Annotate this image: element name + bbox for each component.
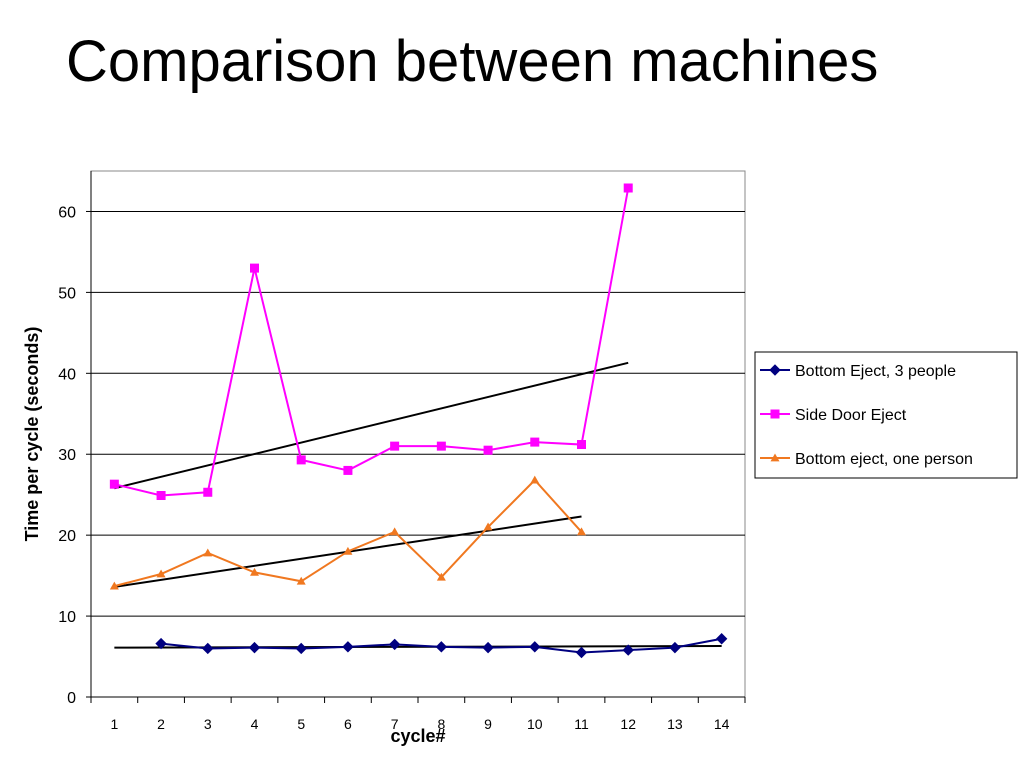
data-point (622, 644, 634, 656)
data-point (343, 465, 353, 475)
y-tick-label: 30 (58, 447, 76, 464)
legend-label: Bottom eject, one person (795, 451, 973, 468)
data-point (342, 641, 354, 653)
x-tick-label: 2 (157, 716, 165, 732)
series-line-1 (114, 187, 630, 497)
data-point (715, 633, 728, 645)
data-point (202, 642, 214, 655)
y-tick-label: 20 (58, 528, 76, 545)
x-tick-label: 14 (714, 716, 730, 732)
y-tick-label: 60 (58, 204, 76, 221)
data-point (250, 263, 259, 273)
x-tick-label: 4 (251, 716, 259, 732)
data-point (530, 437, 540, 447)
y-tick-label: 40 (58, 366, 76, 383)
trendline-1 (114, 361, 629, 490)
data-point (436, 441, 446, 451)
data-point (203, 487, 213, 497)
legend-label: Side Door Eject (795, 407, 907, 424)
x-tick-label: 1 (110, 716, 118, 732)
legend-marker-2 (770, 453, 780, 462)
data-point (483, 445, 493, 455)
gridlines (91, 210, 745, 617)
x-tick-label: 5 (297, 716, 305, 732)
data-point (577, 440, 586, 450)
data-point (388, 638, 401, 651)
data-point (343, 546, 353, 555)
data-point (250, 567, 259, 576)
data-point (109, 479, 119, 489)
x-tick-label: 11 (574, 716, 589, 732)
data-point (296, 576, 306, 585)
legend-marker-1 (770, 409, 780, 419)
data-point (577, 527, 586, 536)
legend-marker-0 (769, 364, 781, 376)
data-point (155, 637, 167, 650)
y-tick-label: 50 (58, 285, 76, 302)
data-point (623, 183, 633, 193)
x-tick-label: 12 (620, 716, 636, 732)
legend-label: Bottom Eject, 3 people (795, 363, 956, 380)
x-tick-label: 7 (391, 716, 399, 732)
y-tick-label: 10 (58, 609, 76, 626)
data-point (296, 455, 306, 465)
data-point (529, 641, 541, 653)
data-point (436, 572, 446, 581)
data-point (530, 475, 540, 484)
x-tick-label: 13 (667, 716, 683, 732)
x-tick-label: 10 (527, 716, 543, 732)
data-point (669, 641, 681, 654)
data-point (203, 548, 213, 557)
plot-area (90, 170, 746, 698)
data-point (483, 522, 493, 531)
data-point (390, 441, 400, 451)
data-point (248, 641, 261, 654)
data-point (435, 641, 448, 653)
legend: Bottom Eject, 3 people Side Door Eject Bot… (754, 351, 1018, 479)
x-axis-label: cycle# (390, 726, 445, 746)
y-tick-label: 0 (67, 690, 76, 707)
series-markers (109, 183, 728, 659)
data-point (156, 569, 166, 578)
x-tick-label: 3 (204, 716, 212, 732)
data-point (482, 641, 494, 654)
data-point (390, 527, 400, 536)
data-point (156, 491, 166, 501)
slide-title: Comparison between machines (66, 29, 879, 94)
data-point (109, 581, 119, 590)
x-tick-label: 8 (437, 716, 445, 732)
data-point (295, 642, 307, 655)
legend-box (754, 351, 1018, 479)
y-axis-label: Time per cycle (seconds) (22, 327, 42, 542)
x-tick-label: 9 (484, 716, 492, 732)
x-tick-label: 6 (344, 716, 352, 732)
data-point (575, 646, 588, 659)
